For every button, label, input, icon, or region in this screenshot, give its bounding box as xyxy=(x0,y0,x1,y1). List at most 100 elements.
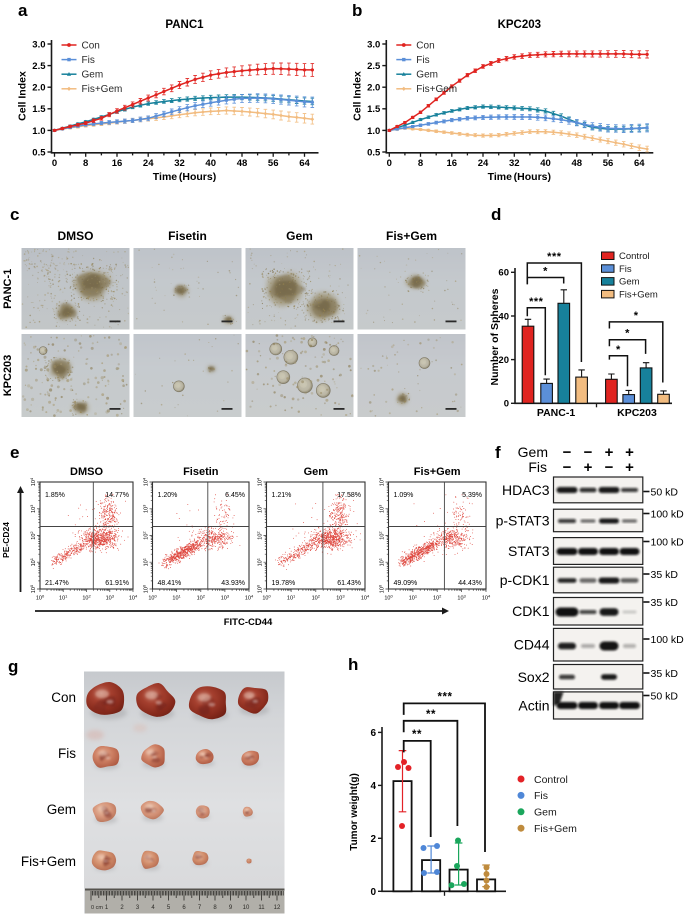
svg-text:Gem: Gem xyxy=(534,807,557,819)
svg-text:−: − xyxy=(563,444,572,461)
svg-text:h: h xyxy=(348,655,358,674)
svg-text:100: 100 xyxy=(262,594,271,602)
svg-text:48: 48 xyxy=(237,158,248,169)
svg-text:**: ** xyxy=(426,709,436,721)
svg-text:16: 16 xyxy=(112,158,123,169)
svg-text:32: 32 xyxy=(174,158,185,169)
svg-text:101: 101 xyxy=(59,594,68,602)
svg-text:Fis: Fis xyxy=(528,459,547,475)
svg-text:103: 103 xyxy=(106,594,115,602)
svg-text:*: * xyxy=(634,310,639,322)
svg-text:+: + xyxy=(625,444,634,461)
svg-text:43.93%: 43.93% xyxy=(221,580,245,587)
svg-text:Fis: Fis xyxy=(58,746,76,761)
svg-text:56: 56 xyxy=(268,158,279,169)
svg-text:***: *** xyxy=(438,691,453,703)
svg-text:a: a xyxy=(18,1,28,20)
svg-text:KPC203: KPC203 xyxy=(2,355,14,397)
svg-text:Fis: Fis xyxy=(534,790,548,802)
svg-text:+: + xyxy=(584,459,593,476)
svg-text:Cell Index: Cell Index xyxy=(351,71,363,121)
svg-text:14.77%: 14.77% xyxy=(105,492,129,499)
svg-text:103: 103 xyxy=(256,504,264,513)
svg-text:100: 100 xyxy=(29,584,37,593)
svg-text:49.09%: 49.09% xyxy=(394,580,418,587)
svg-text:1.85%: 1.85% xyxy=(45,492,65,499)
svg-text:0: 0 xyxy=(387,158,392,169)
svg-text:40: 40 xyxy=(205,158,216,169)
svg-text:1.0: 1.0 xyxy=(367,126,380,137)
svg-text:2.5: 2.5 xyxy=(32,61,46,72)
svg-text:35 kD: 35 kD xyxy=(651,569,679,581)
svg-text:Fis: Fis xyxy=(82,55,95,66)
svg-text:7: 7 xyxy=(198,905,202,911)
svg-text:10: 10 xyxy=(243,905,250,911)
svg-text:12: 12 xyxy=(274,905,281,911)
svg-text:Cell Index: Cell Index xyxy=(17,71,29,121)
svg-text:g: g xyxy=(8,657,18,676)
svg-text:6: 6 xyxy=(370,728,376,739)
svg-text:50 kD: 50 kD xyxy=(651,486,679,498)
svg-text:PANC-1: PANC-1 xyxy=(2,269,14,309)
svg-text:Gem: Gem xyxy=(47,802,76,817)
svg-text:Gem: Gem xyxy=(286,229,313,243)
svg-text:61.91%: 61.91% xyxy=(105,580,129,587)
svg-text:6: 6 xyxy=(182,905,186,911)
svg-text:100: 100 xyxy=(256,584,264,593)
svg-text:p-STAT3: p-STAT3 xyxy=(496,513,550,529)
svg-text:0: 0 xyxy=(52,158,57,169)
svg-text:2.5: 2.5 xyxy=(367,61,381,72)
svg-text:2: 2 xyxy=(370,834,376,845)
svg-text:Fis+Gem: Fis+Gem xyxy=(534,823,577,835)
svg-text:100: 100 xyxy=(36,594,45,602)
svg-text:b: b xyxy=(352,1,362,20)
svg-text:8: 8 xyxy=(83,158,88,169)
svg-text:Con: Con xyxy=(416,40,434,51)
svg-text:CDK1: CDK1 xyxy=(512,603,550,619)
svg-text:61.43%: 61.43% xyxy=(337,580,361,587)
svg-text:Fis: Fis xyxy=(619,264,632,275)
svg-text:0: 0 xyxy=(504,399,509,410)
svg-text:1.09%: 1.09% xyxy=(394,492,414,499)
svg-text:100 kD: 100 kD xyxy=(651,508,685,520)
svg-text:3.0: 3.0 xyxy=(32,39,45,50)
svg-text:103: 103 xyxy=(142,504,150,513)
svg-text:STAT3: STAT3 xyxy=(508,543,550,559)
svg-text:35 kD: 35 kD xyxy=(651,597,679,609)
svg-text:Con: Con xyxy=(82,40,100,51)
svg-text:*: * xyxy=(616,344,621,356)
svg-text:8: 8 xyxy=(213,905,217,911)
svg-text:101: 101 xyxy=(256,557,264,566)
svg-text:64: 64 xyxy=(634,158,645,169)
svg-text:Gem: Gem xyxy=(518,444,548,460)
svg-text:Control: Control xyxy=(619,251,650,262)
svg-text:Fis+Gem: Fis+Gem xyxy=(386,229,437,243)
svg-text:5: 5 xyxy=(167,905,171,911)
svg-text:102: 102 xyxy=(433,594,442,602)
svg-text:40: 40 xyxy=(540,158,551,169)
svg-text:0 cm: 0 cm xyxy=(91,905,103,911)
svg-text:8: 8 xyxy=(418,158,423,169)
svg-text:104: 104 xyxy=(482,594,491,602)
svg-text:102: 102 xyxy=(197,594,206,602)
svg-text:−: − xyxy=(605,459,614,476)
svg-text:DMSO: DMSO xyxy=(58,229,94,243)
svg-text:1.5: 1.5 xyxy=(367,104,381,115)
svg-text:4: 4 xyxy=(151,905,155,911)
svg-text:60: 60 xyxy=(498,268,509,279)
svg-text:2: 2 xyxy=(120,905,124,911)
svg-text:44.43%: 44.43% xyxy=(458,580,482,587)
svg-text:d: d xyxy=(491,205,501,224)
svg-text:101: 101 xyxy=(287,594,296,602)
svg-text:100 kD: 100 kD xyxy=(651,634,685,646)
svg-text:6.45%: 6.45% xyxy=(225,492,245,499)
svg-text:2.0: 2.0 xyxy=(367,83,380,94)
svg-text:Fis+Gem: Fis+Gem xyxy=(21,854,76,869)
svg-text:Con: Con xyxy=(51,690,76,705)
svg-text:104: 104 xyxy=(256,477,264,486)
svg-text:50 kD: 50 kD xyxy=(651,690,679,702)
svg-text:***: *** xyxy=(529,296,544,308)
svg-text:104: 104 xyxy=(129,594,138,602)
svg-text:100 kD: 100 kD xyxy=(651,536,685,548)
svg-text:102: 102 xyxy=(29,531,37,540)
